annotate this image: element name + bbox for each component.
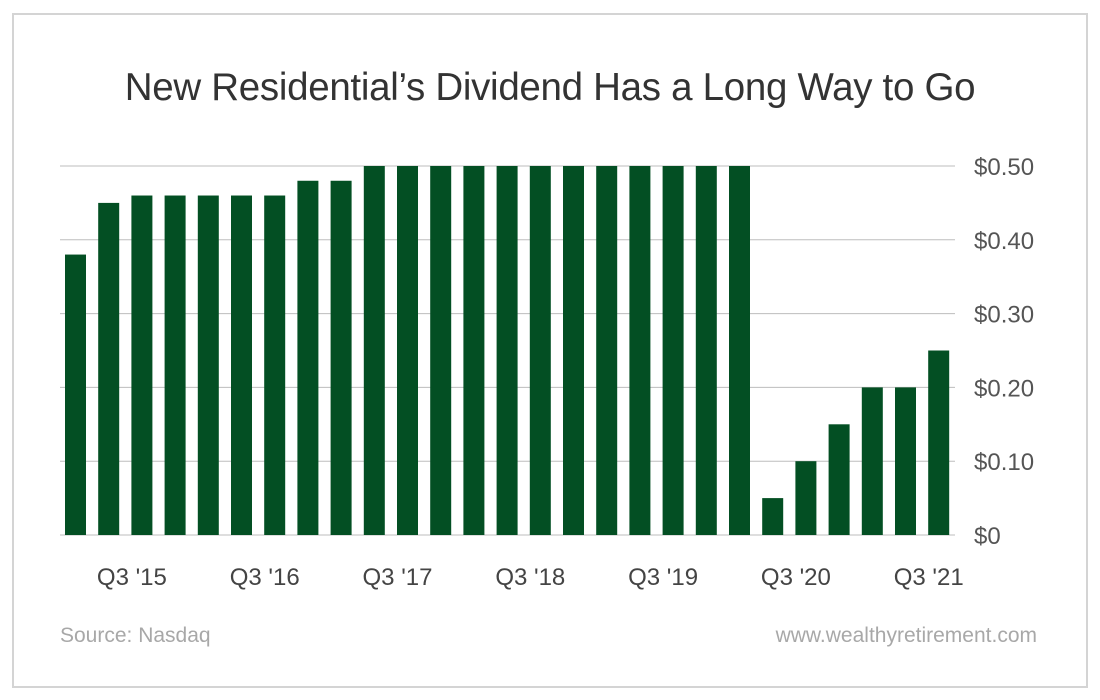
chart-title: New Residential’s Dividend Has a Long Wa… [124, 66, 976, 109]
x-tick-label: Q3 '18 [495, 564, 565, 591]
bar [496, 166, 518, 535]
bar [629, 166, 651, 535]
bar [662, 166, 684, 535]
bar [563, 166, 584, 535]
bar [596, 166, 618, 535]
x-tick-label: Q3 '19 [628, 564, 698, 591]
bar [695, 166, 717, 535]
x-tick-label: Q3 '21 [894, 564, 964, 591]
x-tick-label: Q3 '16 [230, 564, 300, 591]
y-tick-label: $0.10 [974, 449, 1034, 476]
bar [164, 195, 186, 535]
y-tick-label: $0.30 [974, 302, 1034, 329]
bar [65, 254, 86, 535]
x-tick-label: Q3 '17 [363, 564, 433, 591]
bar [795, 461, 817, 535]
website-url: www.wealthyretirement.com [775, 624, 1037, 647]
bar [363, 166, 385, 535]
bar [895, 387, 916, 535]
bar [197, 195, 219, 535]
bar [264, 195, 286, 535]
bar [297, 180, 319, 535]
y-tick-label: $0.20 [974, 375, 1034, 402]
y-tick-label: $0.40 [974, 228, 1034, 255]
bar [861, 387, 883, 535]
bar [98, 202, 120, 535]
bar [231, 195, 252, 535]
bar [828, 424, 850, 535]
x-tick-label: Q3 '20 [761, 564, 831, 591]
bar [131, 195, 153, 535]
bar [928, 350, 950, 535]
bar [330, 180, 352, 535]
bar [729, 166, 750, 535]
source-note: Source: Nasdaq [60, 624, 211, 647]
chart-card [12, 13, 1088, 688]
bar [397, 166, 418, 535]
bar [463, 166, 485, 535]
x-tick-label: Q3 '15 [97, 564, 167, 591]
y-tick-label: $0 [974, 523, 1001, 550]
bar [430, 166, 452, 535]
y-tick-label: $0.50 [974, 154, 1034, 181]
bar [529, 166, 551, 535]
bar [762, 498, 784, 535]
